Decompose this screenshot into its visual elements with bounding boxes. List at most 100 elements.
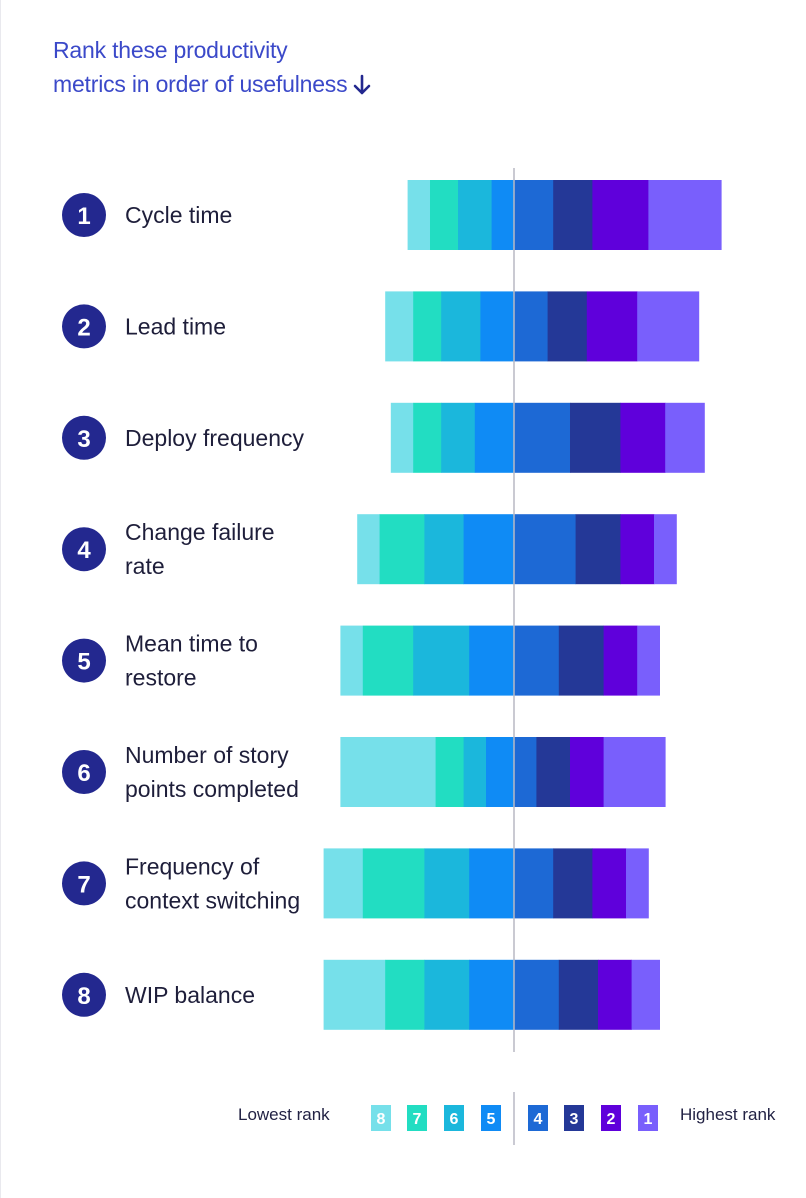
- bar-segment-rank-1: [637, 291, 700, 362]
- bar-segment-rank-3: [553, 848, 593, 919]
- metric-label: restore: [125, 665, 197, 691]
- rank-badge: [62, 193, 106, 237]
- bar-segment-rank-2: [592, 848, 627, 919]
- rank-badge: [62, 638, 106, 683]
- chart-rows: 1 Cycle time 2 Lead time 3 Deploy frequency 4 C…: [62, 180, 722, 1030]
- bar-segment-rank-6: [424, 514, 464, 585]
- arrow-down-icon: [354, 74, 371, 95]
- bar-segment-rank-8: [340, 737, 436, 807]
- bar-segment-rank-8: [390, 402, 414, 473]
- bar-segment-rank-5: [480, 291, 515, 362]
- rank-badge-number: 5: [77, 649, 90, 676]
- bar-segment-rank-5: [491, 180, 515, 250]
- legend-swatch-number: 3: [570, 1111, 579, 1128]
- bar-segment-rank-1: [626, 848, 649, 919]
- legend-swatch-box: [371, 1105, 391, 1131]
- bar-segment-rank-5: [469, 625, 515, 696]
- bar-segment-rank-8: [323, 959, 386, 1030]
- title-line-1: Rank these productivity: [53, 37, 288, 63]
- legend-swatch-box: [601, 1105, 621, 1131]
- bar-segment-rank-1: [637, 625, 660, 696]
- title-line-2: metrics in order of usefulness: [53, 67, 371, 101]
- metric-label: WIP balance: [125, 982, 255, 1008]
- bar-segment-rank-7: [379, 514, 425, 585]
- bar-segment-rank-1: [648, 180, 722, 250]
- bar-segment-rank-7: [385, 959, 425, 1030]
- legend: 8 7 6 5 4 3 2 1: [371, 1092, 658, 1145]
- legend-highest-label: Highest rank: [680, 1105, 776, 1124]
- bar-segment-rank-4: [514, 737, 537, 807]
- bar-segment-rank-3: [575, 514, 621, 585]
- bar-segment-rank-3: [558, 959, 599, 1030]
- rank-badge-number: 2: [77, 314, 90, 341]
- legend-swatch-number: 6: [450, 1111, 459, 1128]
- bar-segment-rank-4: [514, 848, 554, 919]
- bar-segment-rank-8: [407, 180, 431, 250]
- bar-segment-rank-1: [631, 959, 660, 1030]
- rank-badge: [62, 972, 106, 1017]
- bar-segment-rank-7: [362, 625, 414, 696]
- metric-label: Mean time to: [125, 631, 258, 657]
- legend-lowest-label: Lowest rank: [238, 1105, 330, 1124]
- bar-segment-rank-4: [514, 180, 554, 250]
- legend-swatch-7: 7: [407, 1105, 427, 1131]
- legend-swatch-number: 4: [534, 1111, 543, 1128]
- row-4: 4 Change failure rate: [62, 514, 677, 585]
- bar-segment-rank-4: [514, 959, 560, 1030]
- bar-segment-rank-7: [413, 291, 442, 362]
- bar-segment-rank-2: [598, 959, 632, 1030]
- bar-segment-rank-6: [424, 959, 470, 1030]
- bar-segment-rank-1: [665, 402, 705, 473]
- legend-swatch-box: [481, 1105, 501, 1131]
- legend-swatch-5: 5: [481, 1105, 501, 1131]
- bar-segment-rank-6: [458, 180, 492, 250]
- legend-swatch-2: 2: [601, 1105, 621, 1131]
- legend-swatch-box: [407, 1105, 427, 1131]
- bar-segment-rank-7: [413, 402, 442, 473]
- row-2: 2 Lead time: [62, 291, 700, 362]
- row-6: 6 Number of story points completed: [62, 737, 666, 807]
- bar-segment-rank-3: [547, 291, 588, 362]
- metric-label: Cycle time: [125, 202, 232, 228]
- bar-segment-rank-2: [592, 180, 649, 250]
- rank-badge-number: 4: [77, 537, 91, 564]
- bar-segment-rank-1: [654, 514, 677, 585]
- bar-segment-rank-5: [474, 402, 515, 473]
- bar-segment-rank-7: [430, 180, 459, 250]
- rank-badge: [62, 415, 106, 460]
- row-8: 8 WIP balance: [62, 959, 660, 1030]
- bar-segment-rank-6: [441, 402, 476, 473]
- bar-segment-rank-6: [424, 848, 470, 919]
- metric-label: Deploy frequency: [125, 425, 304, 451]
- bar-segment-rank-8: [323, 848, 364, 919]
- bar-segment-rank-4: [514, 291, 548, 362]
- bar-segment-rank-3: [570, 402, 621, 473]
- metric-label: Change failure: [125, 519, 275, 545]
- bar-segment-rank-8: [340, 625, 364, 696]
- row-7: 7 Frequency of context switching: [62, 848, 649, 919]
- legend-swatch-number: 5: [487, 1111, 496, 1128]
- bar-segment-rank-6: [413, 625, 470, 696]
- bar-segment-rank-2: [603, 625, 638, 696]
- rank-badge-number: 3: [77, 426, 90, 453]
- bar-segment-rank-5: [486, 737, 515, 807]
- bar-segment-rank-5: [469, 959, 515, 1030]
- row-5: 5 Mean time to restore: [62, 625, 660, 696]
- legend-swatch-3: 3: [564, 1105, 584, 1131]
- rank-badge-number: 1: [77, 203, 90, 230]
- bar-segment-rank-5: [469, 848, 515, 919]
- legend-swatch-6: 6: [444, 1105, 464, 1131]
- bar-segment-rank-4: [514, 402, 571, 473]
- metric-label: Lead time: [125, 313, 226, 339]
- bar-segment-rank-2: [586, 291, 638, 362]
- legend-swatch-box: [444, 1105, 464, 1131]
- metric-label: points completed: [125, 776, 299, 802]
- legend-swatch-number: 2: [607, 1111, 616, 1128]
- rank-badge-number: 8: [77, 983, 90, 1010]
- metric-label: rate: [125, 553, 165, 579]
- metric-label: Number of story: [125, 742, 289, 768]
- legend-swatch-box: [638, 1105, 658, 1131]
- bar-segment-rank-6: [441, 291, 481, 362]
- chart-title: Rank these productivity metrics in order…: [53, 33, 371, 101]
